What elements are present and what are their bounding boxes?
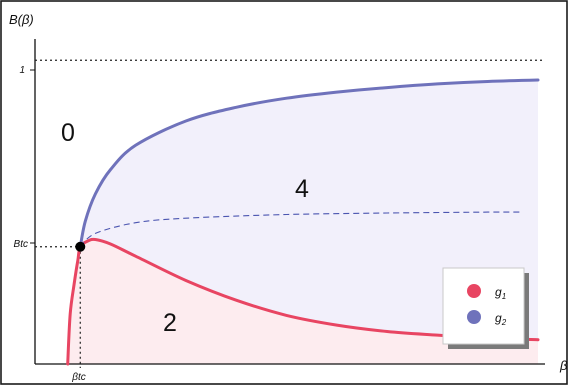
legend-label-g1: g1 bbox=[495, 285, 506, 301]
legend-label-g1-main: g bbox=[495, 285, 502, 299]
region-2-fill bbox=[67, 239, 538, 364]
x-axis-label: β bbox=[559, 358, 568, 373]
legend-label-g2-sub: 2 bbox=[501, 318, 507, 327]
legend-marker-g2 bbox=[467, 310, 481, 324]
legend-label-g2: g2 bbox=[495, 311, 507, 327]
region-label-4: 4 bbox=[295, 175, 309, 203]
region-label-2: 2 bbox=[163, 309, 177, 337]
legend: g1 g2 bbox=[442, 267, 529, 349]
critical-point bbox=[75, 241, 86, 252]
series-line-g1 bbox=[66, 237, 540, 366]
region-label-0: 0 bbox=[61, 119, 75, 147]
legend-label-g2-main: g bbox=[495, 311, 502, 325]
y-tick-label-btc: Btc bbox=[14, 239, 28, 250]
legend-box bbox=[442, 267, 525, 345]
x-tick-label-betatc: βtc bbox=[71, 372, 86, 383]
legend-label-g1-sub: 1 bbox=[502, 292, 506, 301]
region-4-fill bbox=[80, 80, 539, 340]
series-line-g2 bbox=[78, 78, 540, 249]
y-tick-label-one: 1 bbox=[19, 65, 25, 76]
y-axis-label: B(β) bbox=[9, 12, 34, 27]
legend-marker-g1 bbox=[467, 284, 481, 298]
